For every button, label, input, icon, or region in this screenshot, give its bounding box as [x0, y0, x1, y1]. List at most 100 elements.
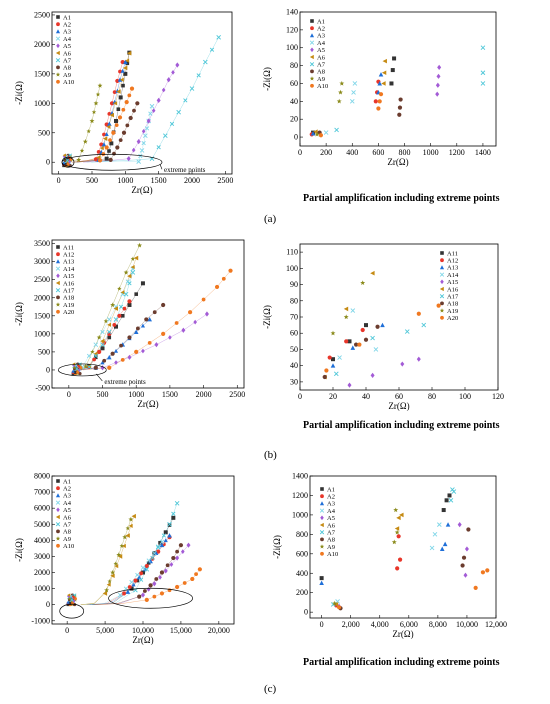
- series-A7: [330, 487, 457, 607]
- legend-label-A9: A9: [63, 536, 71, 543]
- y-tick-label: 2500: [34, 275, 50, 284]
- series-A9: [104, 516, 134, 593]
- legend-marker: [56, 43, 60, 49]
- legend-label-A1: A1: [63, 14, 71, 21]
- data-point: [146, 587, 151, 592]
- x-tick-label: 4,000: [371, 620, 389, 629]
- data-point: [429, 545, 435, 551]
- legend-label-A18: A18: [447, 301, 458, 308]
- plot-frame: [309, 475, 497, 619]
- legend-marker: [55, 536, 61, 541]
- data-point: [114, 564, 119, 569]
- data-point: [174, 321, 179, 325]
- data-point: [141, 348, 145, 354]
- legend-marker: [310, 69, 314, 74]
- plot-frame: [51, 475, 235, 625]
- legend-label-A16: A16: [447, 286, 459, 293]
- data-point: [171, 515, 176, 520]
- data-point: [156, 145, 161, 150]
- data-point: [444, 498, 449, 503]
- data-point: [421, 322, 427, 328]
- chart-a-left: 0 500 1000 1500 2000 2500 0 500 1000 1500 2000 2500…: [14, 10, 233, 195]
- x-tick-label: 500: [97, 390, 109, 399]
- series-A13: [93, 317, 152, 370]
- y-tick-label: 70: [290, 313, 298, 322]
- data-point: [116, 107, 121, 111]
- data-point: [121, 543, 126, 549]
- x-tick-label: 0: [57, 176, 61, 185]
- y-tick-label: 1500: [34, 311, 50, 320]
- legend-label-A2: A2: [63, 22, 71, 29]
- data-point: [64, 162, 68, 166]
- series-A6: [333, 512, 404, 607]
- legend-marker: [439, 265, 445, 270]
- data-point: [147, 340, 152, 345]
- legend-label-A13: A13: [447, 265, 458, 272]
- data-point: [118, 304, 124, 309]
- y-tick-label: 30: [290, 377, 298, 386]
- legend-label-A13: A13: [63, 259, 74, 266]
- data-point: [155, 544, 161, 550]
- data-point: [460, 563, 465, 568]
- y-tick-label: 1400: [292, 472, 308, 481]
- x-axis-label: Zr(Ω): [388, 401, 409, 411]
- legend-marker: [320, 487, 324, 491]
- data-point: [100, 365, 105, 371]
- data-point: [343, 314, 349, 320]
- data-point: [129, 86, 135, 91]
- data-point: [201, 297, 206, 302]
- data-point: [163, 530, 168, 535]
- data-point: [99, 146, 104, 151]
- y-tick-label: 80: [290, 61, 298, 70]
- data-point: [464, 546, 469, 552]
- data-point: [107, 121, 112, 126]
- x-axis-label: Zr(Ω): [137, 399, 158, 409]
- data-point: [159, 539, 165, 545]
- data-point: [480, 570, 486, 575]
- legend-marker: [55, 72, 61, 77]
- data-point: [375, 324, 380, 329]
- data-point: [141, 570, 145, 575]
- data-point: [114, 118, 118, 123]
- chart-b-right: 0 20 40 60 80 100 120 30 40 50 60 70 80 90 100 110 Zr(Ω)…: [262, 243, 504, 411]
- y-tick-label: 6000: [34, 504, 50, 513]
- legend-marker: [310, 83, 314, 88]
- y-tick-label: 100: [286, 43, 298, 52]
- caption-b: Partial amplification including extreme …: [303, 420, 500, 431]
- legend-marker: [56, 65, 60, 70]
- data-point: [163, 133, 168, 139]
- data-point: [181, 327, 186, 333]
- data-point: [117, 592, 123, 598]
- x-tick-label: 8,000: [429, 620, 447, 629]
- panel-label-c: (c): [264, 683, 277, 695]
- fit-curve: [75, 257, 137, 371]
- data-point: [447, 493, 452, 498]
- data-point: [131, 582, 136, 587]
- data-point: [130, 256, 136, 261]
- data-point: [138, 153, 143, 159]
- y-tick-label: 4000: [34, 536, 50, 545]
- data-point: [100, 346, 105, 351]
- data-point: [118, 138, 123, 143]
- legend-marker: [310, 47, 314, 53]
- legend-label-A19: A19: [447, 308, 458, 315]
- legend-label-A8: A8: [317, 69, 325, 76]
- y-tick-label: 50: [290, 345, 298, 354]
- data-point: [137, 242, 143, 248]
- legend-label-A1: A1: [327, 486, 335, 493]
- data-point: [68, 153, 73, 158]
- data-point: [152, 581, 157, 587]
- data-point: [116, 552, 122, 557]
- data-point: [143, 133, 148, 139]
- series-A15: [100, 311, 209, 371]
- legend-label-A4: A4: [327, 508, 336, 515]
- data-point: [134, 292, 139, 296]
- data-point: [106, 354, 112, 360]
- data-point: [117, 286, 122, 291]
- data-point: [113, 317, 119, 322]
- series-A5: [435, 64, 442, 97]
- data-point: [158, 575, 162, 580]
- data-point: [116, 89, 121, 94]
- data-point: [128, 523, 133, 528]
